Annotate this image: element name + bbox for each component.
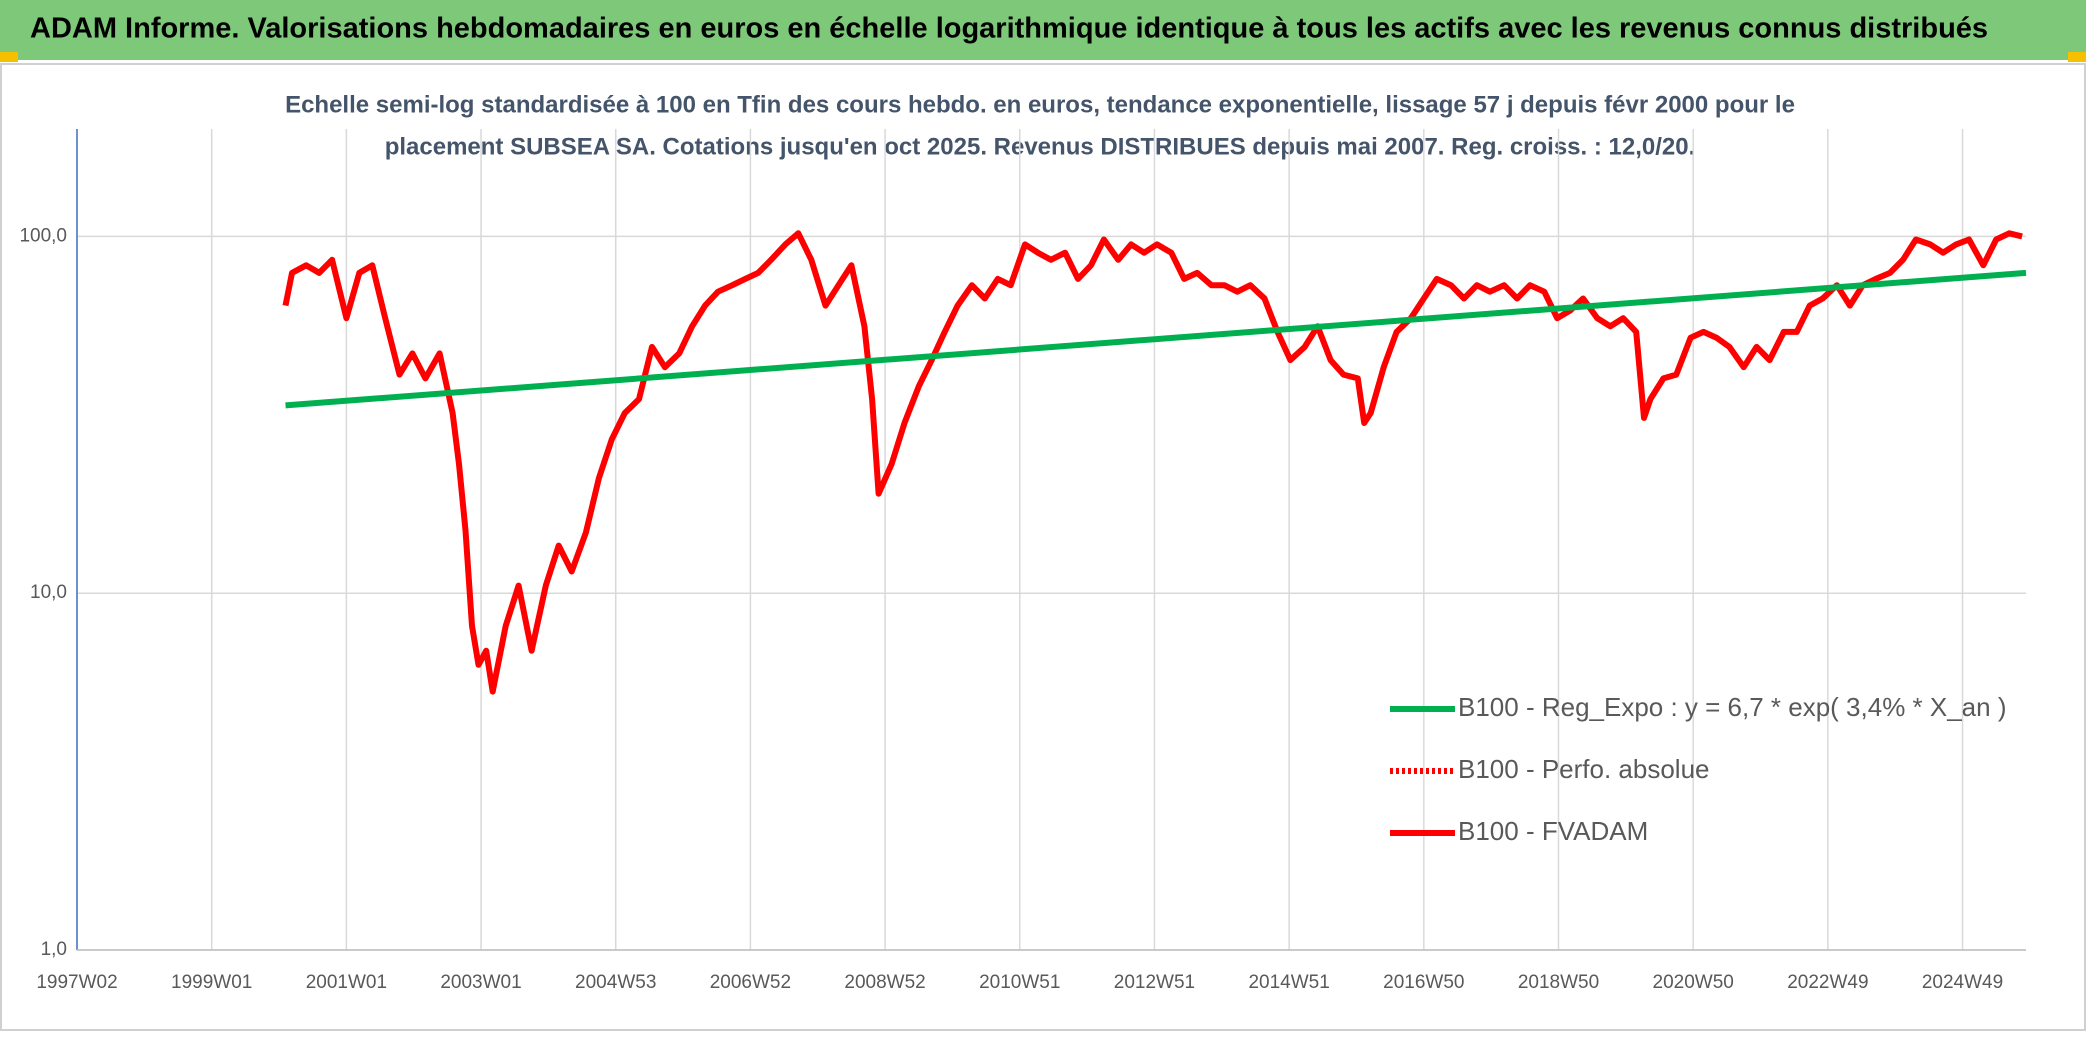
x-tick-label: 2004W53 (575, 972, 656, 993)
frame (0, 63, 2086, 1031)
x-tick-label: 2010W51 (979, 972, 1060, 993)
chart-subtitle: placement SUBSEA SA. Cotations jusqu'en … (385, 133, 1696, 160)
corner-mark (0, 52, 18, 62)
chart-subtitle: Echelle semi-log standardisée à 100 en T… (285, 91, 1795, 118)
corner-mark (2068, 52, 2086, 62)
chart-title: ADAM Informe. Valorisations hebdomadaire… (30, 13, 1988, 45)
legend-label: B100 - Perfo. absolue (1458, 754, 1710, 784)
x-tick-label: 2001W01 (306, 972, 387, 993)
x-tick-label: 2022W49 (1787, 972, 1868, 993)
x-tick-label: 1997W02 (36, 972, 117, 993)
y-tick-label: 10,0 (30, 582, 67, 603)
header-bar (0, 0, 2086, 60)
legend-label: B100 - Reg_Expo : y = 6,7 * exp( 3,4% * … (1458, 692, 2007, 722)
x-tick-label: 2008W52 (844, 972, 925, 993)
series-line (285, 269, 2027, 409)
y-tick-label: 1,0 (41, 939, 67, 960)
x-tick-label: 1999W01 (171, 972, 252, 993)
x-tick-label: 2020W50 (1653, 972, 1734, 993)
x-tick-label: 2014W51 (1248, 972, 1329, 993)
x-tick-label: 2003W01 (440, 972, 521, 993)
x-tick-label: 2012W51 (1114, 972, 1195, 993)
y-tick-label: 100,0 (19, 225, 67, 246)
x-tick-label: 2006W52 (710, 972, 791, 993)
series-line (282, 230, 2023, 695)
x-tick-label: 2018W50 (1518, 972, 1599, 993)
legend-label: B100 - FVADAM (1458, 816, 1648, 846)
x-tick-label: 2016W50 (1383, 972, 1464, 993)
x-tick-label: 2024W49 (1922, 972, 2003, 993)
